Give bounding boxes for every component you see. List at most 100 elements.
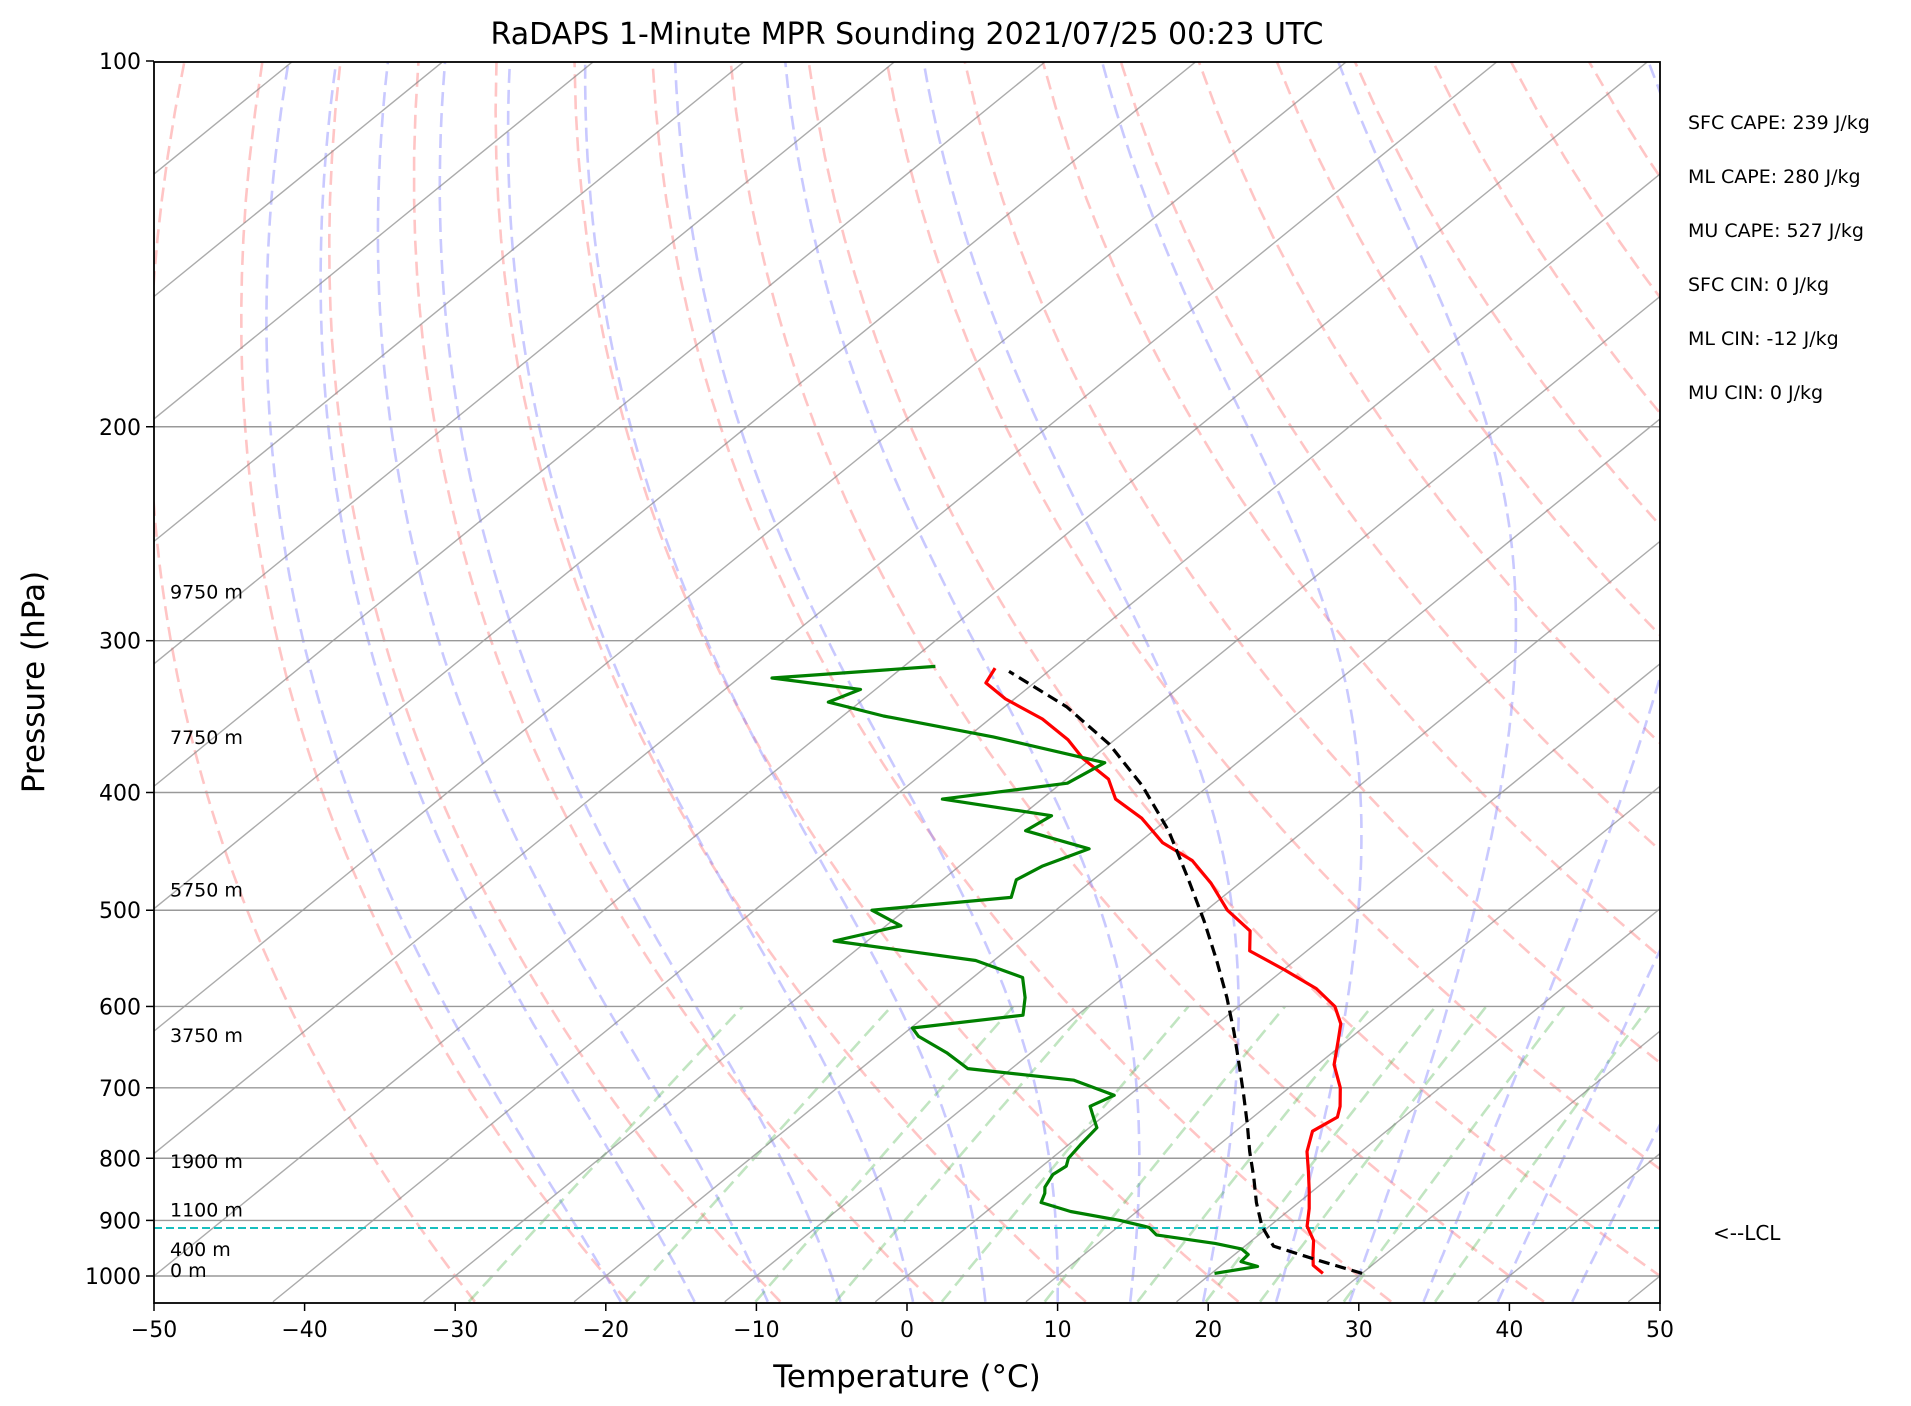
x-tick-label: −40 (281, 1318, 327, 1343)
x-tick-label: 30 (1345, 1318, 1373, 1343)
plot-series (770, 664, 1363, 1275)
x-tick-label: 0 (900, 1318, 914, 1343)
isotherm (1627, 1275, 1660, 1303)
dry-adiabat (729, 62, 1545, 1303)
isotherm (154, 62, 896, 665)
moist-adiabat (376, 62, 769, 1303)
dry-adiabat (1119, 62, 1660, 852)
moist-adiabat (1571, 1121, 1660, 1303)
y-tick-label: 400 (99, 782, 141, 807)
stat-line: SFC CIN: 0 J/kg (1688, 274, 1829, 296)
height-label: 1100 m (170, 1199, 243, 1221)
moist-adiabat (1496, 947, 1660, 1303)
stat-line: SFC CAPE: 239 J/kg (1688, 112, 1870, 134)
y-tick-label: 700 (99, 1077, 141, 1102)
height-labels: 9750 m 7750 m 5750 m 3750 m 1900 m 1100 m 400 … (170, 582, 243, 1282)
mixing-ratio-line (1043, 1005, 1286, 1303)
moist-adiabat (438, 62, 842, 1303)
stat-line: MU CIN: 0 J/kg (1688, 382, 1823, 404)
dry-adiabat (1431, 62, 1660, 416)
mixing-ratio-line (1204, 1005, 1437, 1303)
height-label: 1900 m (170, 1151, 243, 1173)
isotherm (154, 62, 1649, 1277)
mixing-ratio-line (940, 1005, 1190, 1303)
stats-panel: SFC CAPE: 239 J/kg ML CAPE: 280 J/kg MU CA… (1688, 112, 1870, 404)
dry-adiabat (1745, 61, 1911, 1302)
y-tick-label: 300 (99, 630, 141, 655)
dry-adiabat (1353, 62, 1660, 528)
x-tick-label: 20 (1194, 1318, 1222, 1343)
moist-adiabat (1336, 62, 1518, 1303)
dry-adiabat (494, 62, 1087, 1303)
height-label: 0 m (170, 1260, 207, 1282)
chart-title: RaDAPS 1-Minute MPR Sounding 2021/07/25 … (491, 17, 1324, 52)
isotherm (154, 62, 745, 543)
dry-adiabat (239, 62, 629, 1303)
x-tick-label: −30 (432, 1318, 478, 1343)
moist-adiabat (1422, 62, 1660, 1303)
moist-adiabat (583, 62, 987, 1302)
isotherm (423, 295, 1660, 1303)
moist-adiabat (673, 62, 1059, 1302)
mixing-ratio-line (754, 1005, 1015, 1303)
lcl-label: <--LCL (1713, 1221, 1781, 1245)
isotherm (724, 540, 1660, 1303)
isotherm (154, 62, 1197, 910)
dry-adiabat (412, 62, 935, 1303)
height-label: 400 m (170, 1239, 231, 1261)
parcel-profile (1008, 670, 1363, 1275)
x-tick-label: −20 (583, 1318, 629, 1343)
mixing-ratio-line (467, 1005, 744, 1303)
dry-adiabat (1197, 62, 1660, 745)
moist-adiabat (922, 62, 1240, 1302)
stat-line: ML CAPE: 280 J/kg (1688, 166, 1861, 188)
y-tick-label: 1000 (85, 1265, 141, 1290)
height-label: 5750 m (170, 879, 243, 901)
dry-adiabat (327, 62, 782, 1303)
mixing-ratio-line (1342, 1005, 1566, 1303)
mixing-ratio-line (1258, 1005, 1488, 1303)
height-label: 7750 m (170, 727, 243, 749)
mixing-ratio-line (625, 1005, 893, 1303)
y-tick-label: 600 (99, 995, 141, 1020)
moist-adiabat (506, 62, 915, 1302)
isotherm (154, 62, 595, 420)
x-axis-label: Temperature (°C) (772, 1359, 1041, 1395)
dry-adiabat (1587, 62, 1660, 180)
y-tick-label: 900 (99, 1209, 141, 1234)
isotherm (154, 62, 1498, 1155)
isotherm (1176, 907, 1660, 1303)
moist-adiabat (319, 62, 696, 1303)
y-tick-label: 200 (99, 416, 141, 441)
y-tick-label: 500 (99, 899, 141, 924)
axes: −50 −40 −30 −20 −10 0 10 20 30 40 50 100 200 300 400 50… (85, 50, 1674, 1343)
plot-background-lines (154, 61, 1911, 1303)
dry-adiabat (1041, 62, 1660, 959)
x-tick-label: 10 (1044, 1318, 1072, 1343)
x-tick-label: −10 (733, 1318, 779, 1343)
dry-adiabat (1275, 62, 1660, 637)
height-label: 3750 m (170, 1025, 243, 1047)
isotherm (272, 173, 1660, 1303)
stat-line: ML CIN: -12 J/kg (1688, 328, 1839, 350)
dry-adiabat (885, 62, 1660, 1171)
isotherm (1477, 1152, 1660, 1303)
y-tick-label: 800 (99, 1147, 141, 1172)
mixing-ratio-line (834, 1005, 1090, 1303)
dry-adiabat (651, 62, 1393, 1303)
height-label: 9750 m (170, 582, 243, 604)
dry-adiabat (1901, 61, 1911, 1302)
x-tick-label: 40 (1495, 1318, 1523, 1343)
dewpoint-profile (770, 664, 1260, 1275)
dry-adiabat (1823, 61, 1911, 1302)
isotherm (154, 62, 1046, 788)
isotherm (874, 662, 1660, 1303)
isotherm (1326, 1030, 1660, 1303)
moist-adiabat (783, 62, 1141, 1302)
stat-line: MU CAPE: 527 J/kg (1688, 220, 1864, 242)
isotherm (573, 418, 1660, 1303)
isotherm (1779, 61, 1911, 1302)
isotherm (154, 62, 1348, 1033)
mixing-ratio-line (1434, 1005, 1651, 1303)
